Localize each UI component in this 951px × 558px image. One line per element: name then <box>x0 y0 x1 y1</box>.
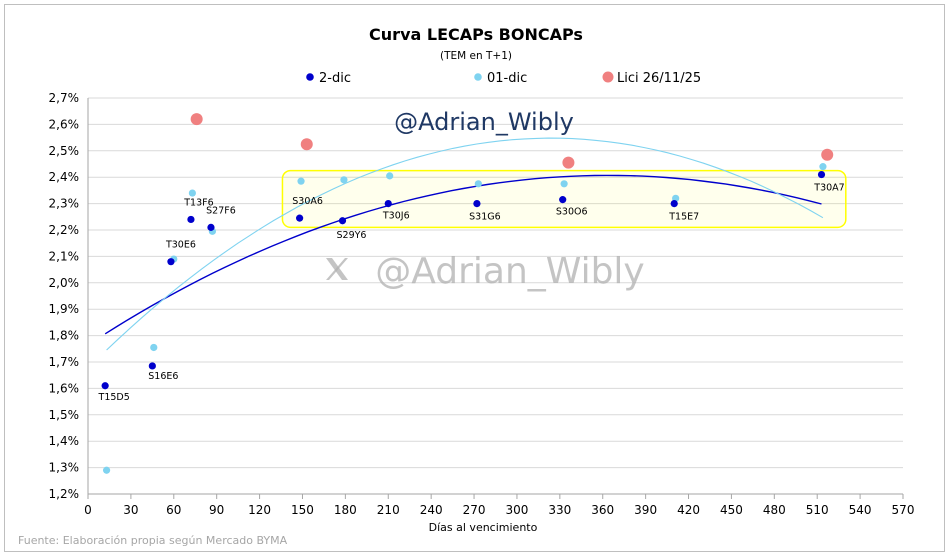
y-tick-label: 1,2% <box>49 487 80 501</box>
point-2-dic <box>338 217 347 225</box>
x-tick-label: 510 <box>806 503 829 517</box>
x-tick-label: 390 <box>634 503 657 517</box>
y-tick-label: 2,2% <box>49 223 80 237</box>
legend-label: Lici 26/11/25 <box>617 71 701 86</box>
legend: 2-dic 01-dic Lici 26/11/25 <box>306 71 701 86</box>
point-2-dic <box>207 223 215 231</box>
x-tick-label: 270 <box>463 503 486 517</box>
trendline-2-dic <box>104 174 822 335</box>
x-tick-label: 90 <box>209 503 224 517</box>
point-01-dic <box>560 180 568 188</box>
y-tick-label: 2,6% <box>49 117 80 131</box>
x-tick-label: 180 <box>334 503 357 517</box>
x-tick-label: 480 <box>763 503 786 517</box>
point-2-dic <box>817 170 826 179</box>
point-2-dic <box>559 196 567 204</box>
y-tick-label: 2,7% <box>49 91 80 105</box>
point-2-dic <box>187 215 195 224</box>
trendlines <box>104 137 824 351</box>
y-tick-label: 1,4% <box>49 434 80 448</box>
point-lici-26-11-25 <box>300 138 313 151</box>
chart-subtitle: (TEM en T+1) <box>440 50 512 62</box>
point-01-dic <box>474 180 482 188</box>
x-tick-label: 570 <box>892 503 915 517</box>
chart-title: Curva LECAPs BONCAPs <box>369 25 583 44</box>
y-tick-label: 2,4% <box>49 170 80 184</box>
point-label: S27F6 <box>206 205 236 216</box>
point-label: S16E6 <box>148 371 178 382</box>
y-tick-label: 2,5% <box>49 144 80 158</box>
point-label: S30O6 <box>556 207 588 218</box>
y-tick-label: 1,8% <box>49 329 80 343</box>
point-lici-26-11-25 <box>190 113 203 126</box>
point-2-dic <box>296 214 304 222</box>
point-lici-26-11-25 <box>821 148 834 161</box>
point-label: T30J6 <box>382 211 410 222</box>
watermark-center: @Adrian_Wibly <box>375 251 645 292</box>
watermark-top: @Adrian_Wibly <box>394 108 574 136</box>
point-01-dic <box>819 163 827 171</box>
point-2-dic <box>148 362 156 370</box>
y-tick-label: 1,6% <box>49 381 80 395</box>
data-points <box>101 113 834 474</box>
x-tick-label: 450 <box>720 503 743 517</box>
x-tick-label: 360 <box>591 503 614 517</box>
trendline-01-dic <box>106 137 824 351</box>
source-note: Fuente: Elaboración propia según Mercado… <box>18 534 288 547</box>
point-01-dic <box>188 189 196 197</box>
gridlines <box>88 97 903 469</box>
point-2-dic <box>670 200 678 208</box>
legend-marker <box>306 73 314 81</box>
legend-label: 2-dic <box>319 71 351 86</box>
y-tick-label: 1,7% <box>49 355 80 369</box>
point-label: S29Y6 <box>337 230 367 241</box>
y-tick-label: 1,9% <box>49 302 80 316</box>
x-tick-label: 30 <box>123 503 138 517</box>
x-tick-label: 150 <box>291 503 314 517</box>
chart-frame <box>4 4 945 552</box>
point-label: T30E6 <box>165 240 196 251</box>
point-label: T15E7 <box>668 212 699 223</box>
point-01-dic <box>297 177 305 185</box>
point-lici-26-11-25 <box>562 156 575 169</box>
x-logo-icon <box>326 258 348 280</box>
y-tick-label: 1,5% <box>49 408 80 422</box>
x-tick-label: 210 <box>377 503 400 517</box>
point-label: T30A7 <box>813 183 844 194</box>
x-tick-label: 300 <box>505 503 528 517</box>
point-2-dic <box>384 200 392 208</box>
y-tick-label: 2,0% <box>49 276 80 290</box>
point-2-dic <box>473 200 481 208</box>
y-tick-label: 1,3% <box>49 461 80 475</box>
point-01-dic <box>340 176 348 184</box>
point-label: S31G6 <box>469 212 501 223</box>
x-tick-label: 330 <box>548 503 571 517</box>
x-tick-label: 60 <box>166 503 181 517</box>
y-tick-label: 2,1% <box>49 249 80 263</box>
axes: 1,2% 1,3% 1,4% 1,5% 1,6% 1,7% 1,8% 1,9% 2,0% 2,1%… <box>49 91 915 517</box>
point-01-dic <box>102 466 111 474</box>
point-label: S30A6 <box>292 196 323 207</box>
point-01-dic <box>386 172 394 180</box>
point-2-dic <box>101 382 109 390</box>
y-tick-label: 2,3% <box>49 197 80 211</box>
legend-marker <box>602 71 614 83</box>
point-label: T15D5 <box>98 392 130 403</box>
x-tick-label: 240 <box>420 503 443 517</box>
x-tick-label: 0 <box>84 503 92 517</box>
x-tick-label: 540 <box>849 503 872 517</box>
point-2-dic <box>167 258 175 266</box>
x-axis-label: Días al vencimiento <box>429 521 538 534</box>
point-01-dic <box>150 343 158 352</box>
legend-label: 01-dic <box>487 71 527 86</box>
x-tick-label: 420 <box>677 503 700 517</box>
legend-marker <box>474 73 482 81</box>
x-tick-label: 120 <box>248 503 271 517</box>
point-label: T13F6 <box>183 197 213 208</box>
